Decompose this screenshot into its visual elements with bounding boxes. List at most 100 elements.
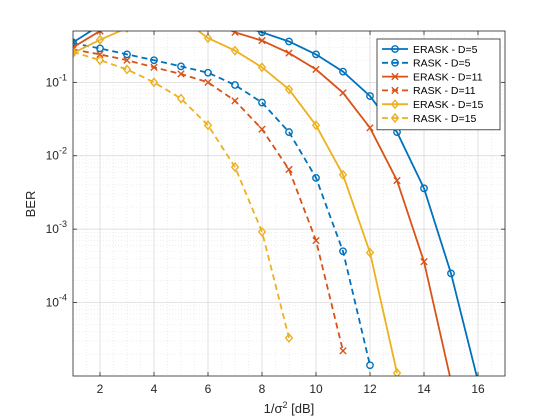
data-point — [338, 169, 348, 180]
marker-stroke — [99, 31, 104, 35]
marker-stroke — [205, 17, 211, 23]
legend-label: RASK - D=15 — [413, 113, 476, 125]
data-point — [125, 31, 129, 34]
data-point — [257, 226, 267, 237]
data-point — [230, 162, 240, 173]
marker-stroke — [96, 31, 101, 35]
series-line — [73, 51, 290, 339]
data-point — [123, 50, 131, 59]
data-point — [231, 81, 239, 89]
series-4 — [73, 16, 402, 376]
ticks — [73, 31, 505, 376]
data-point — [150, 63, 158, 72]
data-point — [73, 46, 78, 57]
marker-stroke — [285, 49, 293, 57]
series-line — [73, 42, 371, 366]
data-point — [284, 84, 294, 95]
x-tick-label: 8 — [259, 382, 266, 396]
data-point — [339, 347, 347, 355]
data-point — [149, 77, 159, 88]
data-point — [257, 62, 267, 73]
marker-stroke — [124, 19, 130, 25]
data-point — [258, 31, 266, 37]
data-point — [339, 89, 347, 97]
marker-stroke — [448, 378, 454, 384]
legend-label: RASK - D=5 — [413, 58, 471, 70]
marker-stroke — [391, 72, 399, 81]
marker-stroke — [420, 258, 428, 266]
marker-stroke — [285, 165, 293, 174]
data-point — [312, 65, 320, 74]
y-tick-label: 10-3 — [46, 219, 67, 236]
data-point — [123, 56, 131, 64]
x-tick-label: 14 — [417, 382, 431, 396]
marker-stroke — [393, 176, 401, 185]
data-point — [258, 36, 266, 45]
x-tick-label: 4 — [151, 382, 158, 396]
data-point — [97, 22, 103, 28]
y-tick-label: 10-4 — [46, 293, 67, 310]
data-point — [204, 78, 212, 87]
legend-label: ERASK - D=11 — [413, 71, 483, 83]
data-point — [178, 8, 184, 14]
data-point — [285, 37, 293, 46]
legend-entry: ERASK - D=11 — [382, 71, 483, 83]
x-tick-label: 2 — [97, 382, 104, 396]
legend-marker — [391, 86, 399, 95]
data-point — [96, 44, 104, 53]
data-point — [95, 55, 105, 66]
data-point — [177, 70, 185, 78]
series-1 — [73, 39, 374, 370]
series-layer — [73, 8, 478, 384]
marker-stroke — [123, 56, 131, 64]
data-point — [366, 124, 374, 132]
data-point — [339, 67, 347, 76]
legend-label: RASK - D=11 — [413, 85, 476, 97]
data-point — [205, 11, 211, 17]
data-point — [96, 50, 104, 59]
data-point — [339, 247, 347, 256]
y-tick-label: 10-2 — [46, 146, 67, 163]
data-point — [366, 361, 374, 370]
data-point — [177, 62, 185, 71]
plot-frame — [72, 30, 506, 377]
marker-stroke — [73, 45, 77, 51]
marker-stroke — [231, 97, 239, 105]
legend-marker — [391, 45, 399, 53]
x-axis-label-exponent: 2 — [283, 400, 288, 410]
series-5 — [73, 46, 294, 344]
data-point — [124, 13, 130, 19]
legend-marker — [390, 99, 400, 110]
data-point — [178, 11, 184, 17]
marker-stroke — [204, 78, 212, 87]
series-line — [73, 31, 398, 374]
legend-label: ERASK - D=15 — [413, 99, 483, 111]
data-point — [176, 93, 186, 104]
data-point — [312, 173, 320, 182]
data-point — [285, 49, 293, 57]
data-point — [448, 378, 454, 384]
legend-entry: RASK - D=5 — [382, 58, 471, 70]
legend-marker — [390, 112, 400, 124]
legend-label: ERASK - D=5 — [413, 44, 478, 56]
marker-stroke — [124, 19, 130, 25]
data-point — [151, 16, 158, 24]
data-point — [311, 120, 321, 131]
marker-stroke — [339, 347, 347, 355]
marker-stroke — [178, 11, 184, 17]
data-point — [231, 97, 239, 105]
data-point — [258, 125, 266, 133]
data-point — [203, 120, 213, 131]
marker-stroke — [73, 43, 77, 49]
data-point — [151, 13, 157, 19]
series-line — [73, 48, 344, 352]
x-tick-label: 12 — [363, 382, 377, 396]
data-point — [122, 64, 132, 75]
legend-entry: ERASK - D=5 — [382, 44, 478, 56]
marker-stroke — [151, 13, 157, 19]
legend-entry: ERASK - D=15 — [382, 99, 483, 111]
data-point — [285, 128, 293, 136]
legend-marker — [391, 58, 399, 67]
